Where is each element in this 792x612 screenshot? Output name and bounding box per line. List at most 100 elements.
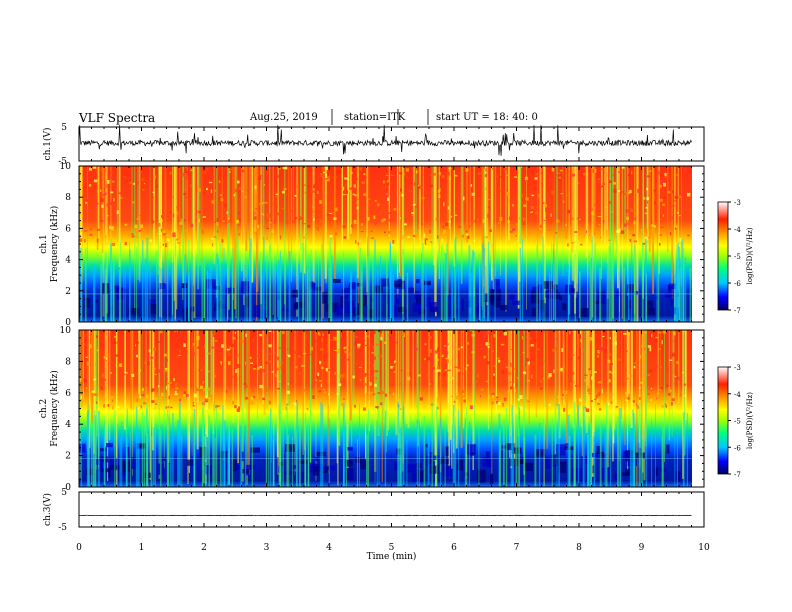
ch2-spectrogram-texel	[555, 347, 557, 350]
ch2-spectrogram-streak	[364, 330, 367, 461]
ch2-spectrogram-texel	[649, 385, 652, 387]
ch1-spectrogram-texel	[390, 174, 395, 177]
ch2-spectrogram-streak	[630, 330, 633, 429]
ch1-spectrogram-lowband	[349, 282, 356, 290]
ch2-spectrogram-streak	[460, 330, 463, 448]
ch1-spectrogram-texel	[241, 190, 244, 192]
ch1-spectrogram-spike	[246, 257, 248, 322]
ch2-spectrogram-texel	[656, 339, 658, 343]
ch2-spectrogram-texel	[276, 367, 279, 371]
ch1-spectrogram-texel	[152, 191, 155, 194]
ch1-spectrogram-texel	[106, 179, 110, 184]
ch2-spectrogram-spike	[384, 410, 387, 487]
ch2-spectrogram-texel	[380, 390, 384, 395]
ch1-spectrogram-texel	[103, 188, 105, 190]
ch2-spectrogram-texel	[79, 340, 82, 343]
ch1-spectrogram-texel	[550, 213, 552, 217]
ch2-spectrogram-streak	[678, 330, 680, 404]
ch2-spectrogram-texel	[103, 404, 105, 408]
ch1-spectrogram-spike	[206, 270, 208, 322]
ch2-spectrogram-streak	[212, 330, 215, 434]
ch1-spectrogram-spike	[589, 257, 592, 322]
ch2-spectrogram-texel	[577, 356, 581, 360]
ch2-spectrogram-texel	[325, 368, 329, 372]
ch2-spectrogram-streak	[405, 330, 408, 424]
ch2-spectrogram-texel	[353, 343, 355, 346]
colorbar-ch2-tick-label: -6	[734, 444, 741, 452]
ch1-spectrogram-streak	[105, 166, 107, 235]
ch2-spectrogram-texel	[617, 358, 621, 361]
ch1-spectrogram-spike	[472, 250, 474, 322]
ch2-spectrogram-texel	[636, 403, 638, 406]
ch1-spectrogram-texel	[285, 166, 288, 170]
ch1-spectrogram-streak	[284, 166, 286, 305]
ch2-spectrogram-streak	[133, 330, 134, 411]
ch2-spectrogram-streak	[239, 330, 241, 407]
ch2-spectrogram-texel	[259, 365, 262, 369]
ch1-spectrogram-texel	[309, 236, 312, 238]
ch1-spectrogram-texel	[92, 166, 97, 169]
ch1-spectrogram-lowband	[114, 285, 121, 293]
ch2-spectrogram-texel	[276, 356, 280, 361]
ch2-spectrogram-spike	[208, 415, 210, 487]
ch2-spectrogram-texel	[107, 403, 110, 407]
ch2-spectrogram-texel	[317, 372, 320, 377]
ch2-spectrogram-texel	[624, 367, 626, 369]
ch1-spectrogram-spike	[84, 247, 87, 322]
ch1-spectrogram-streak	[396, 166, 399, 300]
ch1-spectrogram-texel	[429, 174, 433, 176]
ch1-spectrogram-texel	[162, 243, 164, 246]
ch1-spectrogram-texel	[449, 215, 453, 218]
ch1-spectrogram-ytick-label: 4	[65, 256, 71, 266]
ch1-spectrogram-streak	[453, 166, 455, 267]
ch2-spectrogram-spike	[219, 425, 222, 487]
ch2-spectrogram-spike	[320, 401, 322, 487]
ch2-spectrogram-spike	[523, 437, 526, 487]
ch1-spectrogram-texel	[210, 189, 213, 194]
ch2-spectrogram-texel	[151, 358, 154, 362]
ch1-spectrogram-texel	[557, 172, 561, 174]
ch1-spectrogram-spike	[305, 248, 307, 322]
ch2-spectrogram-streak	[638, 330, 641, 443]
ch1-spectrogram-texel	[166, 190, 170, 193]
ch2-spectrogram-texel	[319, 380, 323, 382]
ch1-spectrogram-streak	[576, 166, 578, 284]
ch2-spectrogram-texel	[513, 383, 515, 387]
ch1-spectrogram-ytick-label: 2	[65, 287, 71, 297]
ch2-spectrogram-spike	[619, 431, 621, 487]
ch2-spectrogram-texel	[660, 364, 663, 369]
ch2-spectrogram-lowband	[345, 468, 351, 473]
ch1-spectrogram-texel	[674, 195, 678, 199]
ch2-spectrogram-texel	[80, 395, 83, 400]
ch1-spectrogram-texel	[522, 222, 525, 225]
ch1-spectrogram-spike	[554, 258, 557, 322]
ch2-spectrogram-texel	[614, 341, 618, 345]
ch2-spectrogram-streak	[558, 330, 561, 439]
ch2-spectrogram-texel	[249, 356, 252, 359]
ch1-spectrogram-texel	[266, 236, 269, 240]
ch1-spectrogram-streak	[182, 166, 185, 285]
ch2-spectrogram-lowband	[555, 444, 566, 456]
ch1-spectrogram-texel	[677, 212, 679, 214]
ch2-spectrogram-spike	[416, 419, 419, 487]
ch1-spectrogram-streak	[490, 166, 493, 281]
ch1-spectrogram-texel	[422, 197, 425, 200]
ch2-spectrogram-texel	[556, 338, 559, 340]
ch2-spectrogram-texel	[580, 338, 583, 343]
ch1-spectrogram-texel	[253, 212, 256, 215]
ch2-spectrogram-texel	[668, 345, 671, 348]
ch2-spectrogram-lowband	[396, 448, 402, 455]
ch2-spectrogram-texel	[243, 382, 247, 386]
ch2-spectrogram-streak	[237, 330, 239, 464]
ch1-spectrogram-texel	[311, 190, 315, 193]
ch2-spectrogram-texel	[651, 388, 653, 390]
ch2-spectrogram-lowband	[99, 448, 107, 452]
ch1-spectrogram-spike	[262, 237, 265, 322]
ch2-spectrogram-texel	[684, 394, 686, 397]
ch1-spectrogram-texel	[220, 194, 222, 197]
ch2-spectrogram-texel	[661, 405, 664, 408]
ch1-spectrogram-streak	[341, 166, 344, 249]
ch1-spectrogram-texel	[629, 189, 632, 194]
ch2-spectrogram-texel	[463, 399, 467, 403]
